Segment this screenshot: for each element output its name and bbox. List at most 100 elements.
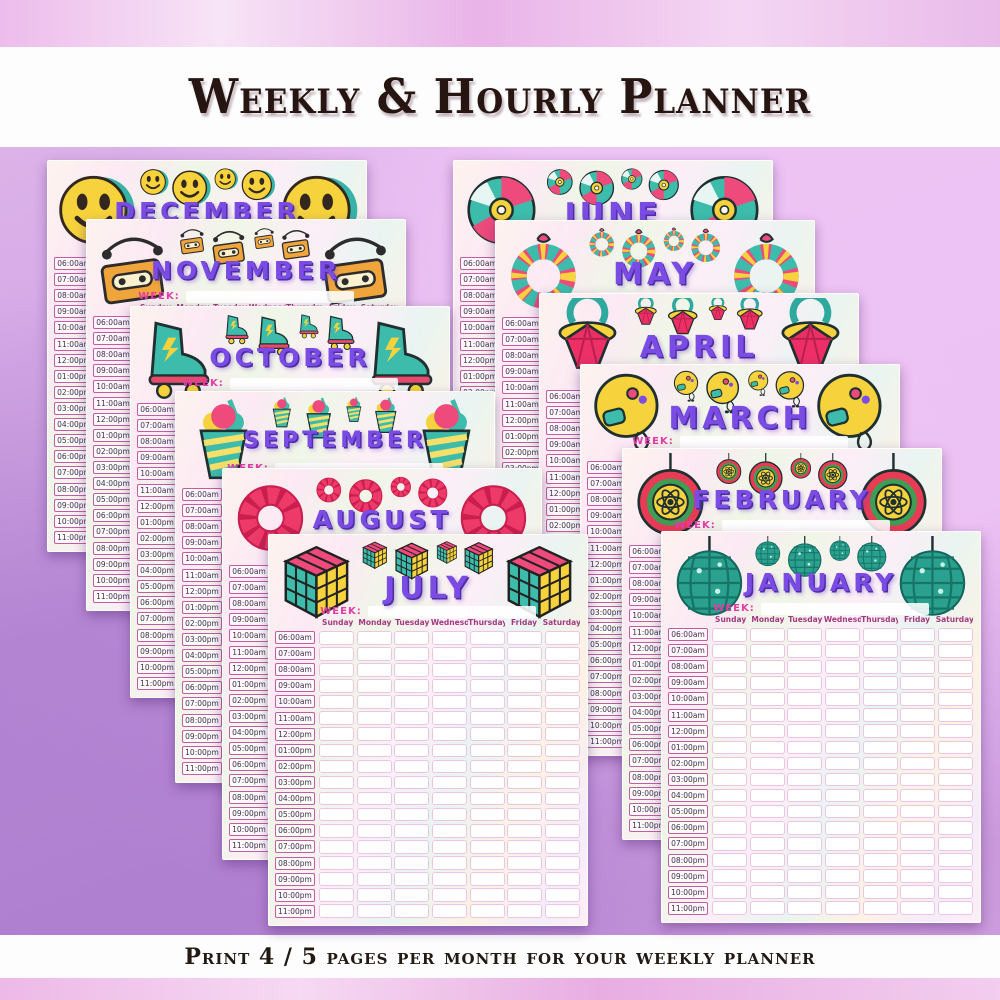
schedule-cell [937, 853, 973, 867]
time-label: 08:00pm [275, 856, 315, 870]
time-label: 05:00pm [275, 808, 315, 822]
schedule-cell [937, 772, 973, 787]
schedule-cell [431, 904, 468, 918]
time-label: 10:00am [54, 321, 94, 335]
rubiks-cube-icon [359, 539, 391, 573]
schedule-cell [900, 804, 936, 819]
schedule-cell [787, 692, 823, 706]
schedule-cell [507, 823, 543, 838]
time-label: 08:00pm [93, 541, 133, 555]
schedule-cell [712, 820, 748, 835]
day-header: Saturday [935, 615, 973, 624]
schedule-cell [544, 840, 580, 854]
week-write-line [760, 602, 929, 615]
month-title: NOVEMBER [150, 256, 342, 285]
time-label: 11:00am [93, 396, 133, 410]
week-write-line [721, 519, 890, 532]
schedule-cell [431, 888, 468, 902]
schedule-cell [824, 676, 861, 690]
time-column: 06:00am 07:00am 08:00am 09:00am 10:00am 11:00… [229, 565, 269, 852]
schedule-cell [469, 823, 505, 838]
time-label: 03:00pm [137, 547, 177, 561]
schedule-cell [937, 837, 973, 851]
schedule-cell [937, 788, 973, 803]
time-label: 05:00pm [137, 580, 177, 594]
schedule-cell [544, 888, 580, 902]
time-label: 11:00pm [587, 734, 627, 748]
time-column: 06:00am 07:00am 08:00am 09:00am 10:00am 11:00… [137, 403, 177, 690]
time-label: 04:00pm [587, 622, 627, 636]
schedule-cell [749, 644, 785, 658]
schedule-cell [394, 775, 430, 790]
schedule-cell [824, 788, 861, 803]
schedule-cell [431, 695, 468, 709]
schedule-cell [787, 804, 823, 819]
schedule-cell [862, 628, 898, 642]
time-label: 09:00am [460, 305, 500, 319]
time-label: 07:00am [93, 332, 133, 346]
week-write-line [185, 290, 354, 303]
time-label: 10:00am [137, 467, 177, 481]
schedule-cell [469, 904, 505, 918]
time-column: 06:00am 07:00am 08:00am 09:00am 10:00am 11:00… [54, 257, 94, 544]
ice-cream-swirl-icon [341, 396, 367, 424]
schedule-cell [469, 631, 505, 645]
schedule-cell [431, 759, 468, 774]
schedule-cell [394, 647, 430, 661]
schedule-cell [937, 676, 973, 690]
time-label: 03:00pm [182, 632, 222, 646]
time-label: 09:00pm [587, 702, 627, 716]
schedule-cell [431, 840, 468, 854]
time-label: 06:00pm [229, 758, 269, 772]
cd-disc-icon [544, 165, 576, 199]
schedule-cell [712, 788, 748, 803]
schedule-cell [900, 820, 936, 835]
schedule-cell [469, 791, 505, 806]
schedule-cell [787, 740, 823, 755]
schedule-cell [469, 727, 505, 742]
time-label: 09:00am [182, 536, 222, 550]
time-label: 04:00pm [93, 477, 133, 491]
time-label: 12:00pm [93, 412, 133, 426]
schedule-cell [862, 820, 898, 835]
schedule-cell [749, 869, 785, 883]
time-label: 09:00am [93, 364, 133, 378]
schedule-cell [469, 663, 505, 677]
yoyo-icon [788, 453, 814, 481]
time-label: 06:00pm [668, 821, 708, 835]
ring-pop-icon [630, 298, 662, 332]
time-label: 11:00pm [668, 901, 708, 915]
schedule-cell [900, 660, 936, 674]
time-label: 11:00pm [182, 761, 222, 775]
time-label: 06:00am [629, 545, 669, 558]
schedule-cell [431, 791, 468, 806]
cassette-headphones-icon [252, 224, 278, 252]
schedule-cell [862, 853, 898, 867]
schedule-cell [749, 788, 785, 803]
schedule-cell [544, 823, 580, 838]
time-label: 01:00pm [629, 657, 669, 671]
schedule-cell [712, 628, 748, 642]
time-label: 10:00pm [668, 885, 708, 899]
time-label: 05:00pm [229, 742, 269, 756]
schedule-cell [507, 791, 543, 806]
time-label: 09:00am [137, 451, 177, 465]
schedule-cell [862, 837, 898, 851]
time-label: 08:00am [460, 289, 500, 303]
time-label: 10:00am [668, 692, 708, 706]
schedule-cell [469, 807, 505, 822]
time-label: 09:00pm [137, 644, 177, 658]
schedule-cell [356, 711, 392, 725]
schedule-cell [356, 663, 392, 677]
time-label: 10:00pm [182, 745, 222, 759]
schedule-cell [507, 872, 543, 886]
schedule-cell [787, 676, 823, 690]
schedule-cell [431, 823, 468, 838]
time-label: 12:00pm [502, 413, 542, 427]
cd-disc-icon [619, 165, 645, 193]
schedule-cell [712, 901, 748, 915]
planner-collage: DECEMBER WEEK: SundayMondayTuesdayWednes… [0, 147, 1000, 935]
time-label: 11:00am [546, 470, 586, 484]
time-label: 11:00am [668, 708, 708, 722]
schedule-cell [900, 756, 936, 771]
